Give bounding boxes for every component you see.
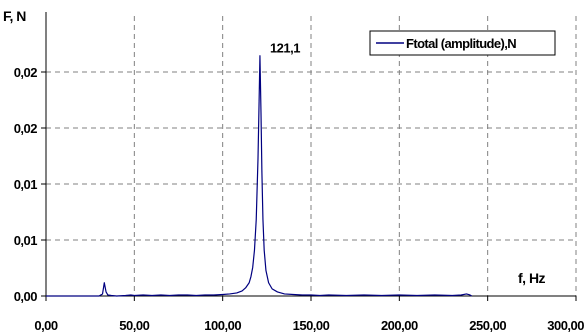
series-line-0 <box>46 55 473 297</box>
y-tick-label: 0,00 <box>14 289 38 304</box>
x-tick-label: 300,00 <box>547 318 584 333</box>
series-lines <box>46 55 473 297</box>
x-tick-label: 200,00 <box>381 318 418 333</box>
y-tick-labels: 0,00 0,01 0,01 0,02 0,02 <box>14 65 38 304</box>
x-tick-label: 50,00 <box>119 318 149 333</box>
y-axis-label: F, N <box>3 8 26 24</box>
x-tick-label: 100,00 <box>204 318 241 333</box>
y-tick-label: 0,01 <box>14 177 38 192</box>
gridlines <box>46 16 577 296</box>
y-tick-label: 0,02 <box>14 121 38 136</box>
x-tick-label: 250,00 <box>469 318 506 333</box>
x-tick-label: 150,00 <box>293 318 330 333</box>
x-tick-label: 0,00 <box>34 318 58 333</box>
legend: Ftotal (amplitude),N <box>369 30 556 56</box>
annotations: 121,1 <box>270 41 301 56</box>
legend-label: Ftotal (amplitude),N <box>406 36 516 51</box>
x-axis-label: f, Hz <box>518 270 546 286</box>
y-tick-label: 0,02 <box>14 65 38 80</box>
x-tick-labels: 0,00 50,00 100,00 150,00 200,00 250,00 300,00 <box>34 318 584 333</box>
y-tick-label: 0,01 <box>14 233 38 248</box>
peak-annotation: 121,1 <box>270 41 300 56</box>
